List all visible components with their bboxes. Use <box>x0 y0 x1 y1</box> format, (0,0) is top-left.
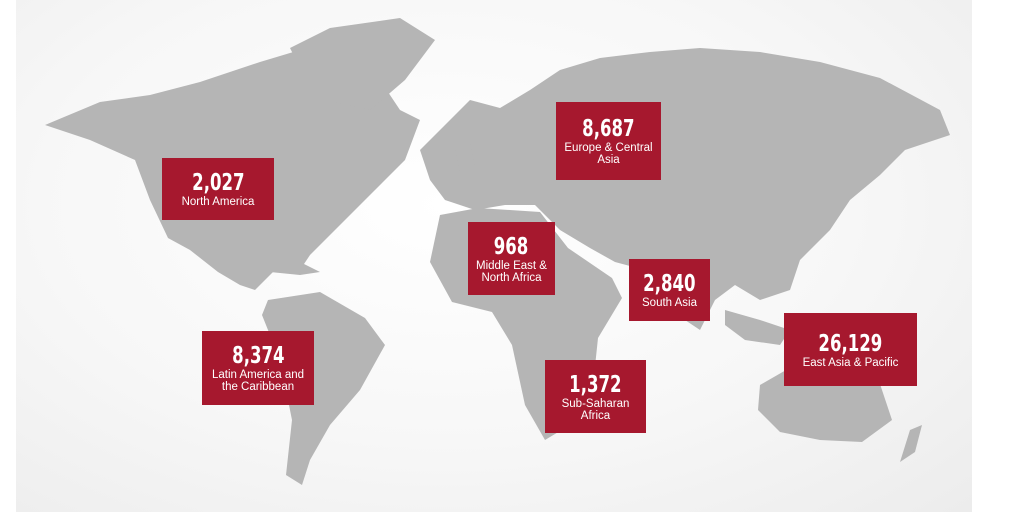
region-box-east-asia-pacific: 26,129 East Asia & Pacific <box>784 313 917 386</box>
greenland-landmass <box>290 18 435 110</box>
new-zealand-landmass <box>900 425 922 462</box>
region-box-sub-saharan-africa: 1,372 Sub-Saharan Africa <box>545 360 646 433</box>
region-value: 2,840 <box>643 271 696 297</box>
caribbean-landmass <box>265 262 320 275</box>
region-value: 1,372 <box>569 371 622 398</box>
region-box-middle-east-north-africa: 968 Middle East & North Africa <box>468 222 555 295</box>
region-label: North America <box>181 196 255 208</box>
region-box-north-america: 2,027 North America <box>162 158 274 220</box>
region-value: 968 <box>494 233 529 260</box>
region-label: Europe & Central Asia <box>564 142 653 166</box>
region-value: 2,027 <box>191 170 245 196</box>
japan-landmass <box>800 190 840 240</box>
region-value: 8,374 <box>231 343 285 369</box>
eurasia-landmass <box>420 48 950 330</box>
region-box-europe-central-asia: 8,687 Europe & Central Asia <box>556 102 661 180</box>
region-value: 8,687 <box>582 116 635 142</box>
region-box-south-asia: 2,840 South Asia <box>629 259 710 321</box>
region-box-latin-america-caribbean: 8,374 Latin America and the Caribbean <box>202 331 314 405</box>
region-value: 26,129 <box>818 330 883 357</box>
uk-landmass <box>455 140 475 175</box>
region-label: Latin America and the Caribbean <box>211 369 305 393</box>
indonesia-landmass <box>725 310 790 345</box>
region-label: East Asia & Pacific <box>802 356 899 369</box>
region-label: South Asia <box>642 297 697 309</box>
region-label: Middle East & North Africa <box>476 259 547 284</box>
region-label: Sub-Saharan Africa <box>561 397 630 422</box>
